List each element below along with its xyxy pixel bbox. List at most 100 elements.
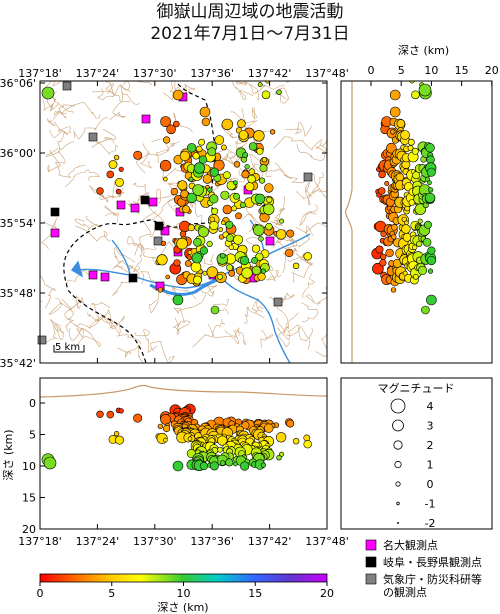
lon-tick-top: 137°48' (305, 67, 349, 80)
earthquake-marker (380, 253, 387, 260)
bottom-surface-profile (39, 384, 328, 398)
station-marker (88, 132, 98, 142)
earthquake-marker (263, 203, 275, 215)
earthquake-marker (401, 224, 411, 234)
right-earthquakes (371, 81, 437, 315)
earthquake-marker (427, 246, 436, 255)
earthquake-marker (238, 130, 249, 140)
earthquake-marker (172, 294, 184, 306)
earthquake-marker (193, 275, 202, 285)
earthquake-marker (186, 192, 197, 204)
lon-tick-bottom: 137°24' (76, 535, 120, 548)
bottom-depth-tick: 20 (22, 523, 36, 536)
earthquake-marker (211, 207, 219, 215)
earthquake-marker (207, 187, 213, 193)
earthquake-marker (157, 287, 164, 293)
lat-tick: 35°54' (0, 217, 36, 230)
earthquake-marker (225, 220, 234, 229)
earthquake-marker (389, 89, 401, 101)
earthquake-marker (264, 423, 274, 433)
earthquake-marker (133, 413, 143, 423)
magnitude-value: 2 (427, 439, 434, 452)
earthquake-marker (187, 143, 197, 153)
station-marker (140, 195, 150, 205)
earthquake-marker (209, 220, 219, 231)
magnitude-symbol (393, 440, 403, 450)
station-marker (141, 114, 151, 124)
earthquake-marker (217, 273, 223, 280)
earthquake-marker (303, 440, 312, 449)
earthquake-marker (186, 448, 196, 458)
earthquake-marker (220, 190, 230, 200)
map-stations (37, 81, 313, 345)
earthquake-marker (163, 136, 171, 144)
right-depth-label: 深さ (km) (398, 44, 449, 57)
station-legend-swatch (365, 556, 377, 568)
earthquake-marker (198, 155, 208, 164)
earthquake-marker (198, 226, 209, 238)
earthquake-marker (411, 147, 419, 155)
earthquake-marker (182, 205, 191, 214)
earthquake-marker (225, 458, 234, 467)
earthquake-marker (244, 164, 250, 170)
earthquake-marker (265, 222, 273, 231)
depth-colorbar: 0 5 10 15 20 深さ (km) (37, 573, 334, 614)
earthquake-marker (417, 265, 428, 276)
earthquake-marker (275, 432, 287, 443)
earthquake-marker (242, 152, 249, 159)
station-marker (37, 335, 47, 345)
right-depth-panel: 深さ (km) 0 5 10 15 20 (340, 44, 499, 364)
earthquake-marker (187, 224, 195, 232)
earthquake-marker (233, 192, 240, 200)
earthquake-marker (423, 220, 432, 229)
station-marker (148, 197, 158, 207)
earthquake-marker (372, 262, 384, 275)
colorbar-gradient (39, 573, 328, 583)
scale-bar: 5 km (53, 342, 85, 353)
earthquake-marker (187, 250, 193, 255)
earthquake-marker (251, 256, 258, 264)
magnitude-title: マグニチュード (378, 381, 455, 395)
earthquake-marker (418, 83, 432, 97)
earthquake-marker (233, 234, 244, 245)
earthquake-marker (240, 461, 250, 471)
earthquake-marker (159, 159, 172, 172)
earthquake-marker (199, 246, 208, 255)
earthquake-marker (427, 268, 434, 274)
earthquake-marker (241, 421, 250, 430)
magnitude-symbol (396, 522, 399, 525)
earthquake-marker (206, 266, 218, 278)
station-legend-label2: の観測点 (383, 585, 427, 599)
earthquake-marker (237, 119, 246, 128)
earthquake-marker (390, 129, 396, 135)
earthquake-marker (226, 264, 233, 271)
earthquake-marker (260, 268, 267, 274)
earthquake-marker (275, 229, 287, 240)
earthquake-marker (43, 456, 57, 470)
earthquake-marker (106, 410, 115, 419)
colorbar-tick: 20 (320, 587, 334, 600)
earthquake-marker (118, 408, 124, 414)
station-marker (153, 236, 163, 246)
earthquake-marker (378, 187, 386, 195)
earthquake-marker (218, 227, 224, 232)
title-line2: 2021年7月1日～7月31日 (150, 24, 350, 44)
right-surface-profile (345, 81, 353, 363)
bottom-depth-tick: 5 (29, 429, 36, 442)
lon-tick-bottom: 137°36' (190, 535, 234, 548)
earthquake-marker (276, 455, 282, 461)
earthquake-marker (201, 117, 211, 127)
earthquake-marker (248, 168, 256, 175)
lon-tick-bottom: 137°30' (133, 535, 177, 548)
earthquake-marker (240, 202, 247, 209)
earthquake-marker (184, 260, 192, 267)
bottom-depth-tick: 10 (22, 460, 36, 473)
earthquake-marker (276, 89, 282, 95)
lon-tick-bottom: 137°18' (18, 535, 62, 548)
earthquake-marker (286, 419, 295, 428)
earthquake-marker (235, 212, 242, 220)
